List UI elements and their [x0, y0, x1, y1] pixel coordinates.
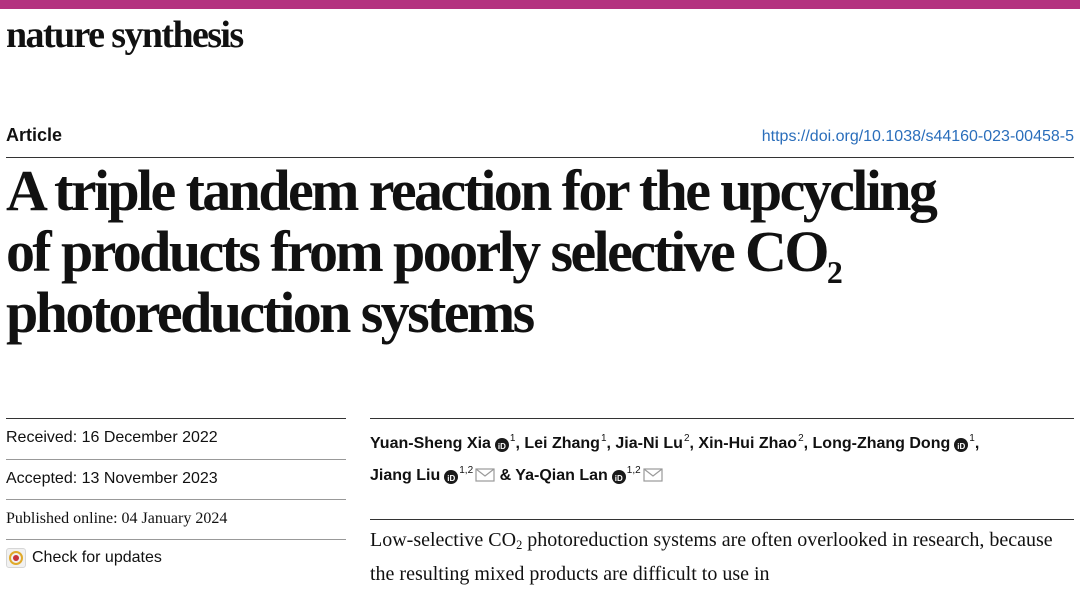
received-date: Received: 16 December 2022: [6, 429, 218, 446]
authors-top-divider: [370, 418, 1074, 419]
affiliation-mark[interactable]: 1,2: [459, 465, 474, 476]
title-line-1: A triple tandem reaction for the upcycli…: [6, 158, 938, 223]
author[interactable]: Xin-Hui Zhao2: [698, 433, 804, 452]
author-separator: ,: [689, 435, 699, 452]
orcid-mark: iD: [447, 474, 456, 483]
abstract-divider: [370, 519, 1074, 520]
mail-icon[interactable]: [643, 468, 663, 482]
date-divider: [6, 539, 346, 540]
author-name[interactable]: Yuan-Sheng Xia: [370, 435, 491, 452]
author-name[interactable]: Ya-Qian Lan: [515, 467, 608, 484]
header-divider: [6, 157, 1074, 158]
author[interactable]: Jiang Liu iD1,2: [370, 465, 495, 484]
abstract-text: Low-selective CO2 photoreduction systems…: [370, 526, 1070, 589]
accepted-date: Accepted: 13 November 2023: [6, 470, 218, 487]
check-for-updates-button[interactable]: Check for updates: [6, 548, 162, 568]
affiliation-mark[interactable]: 2: [683, 433, 690, 444]
affiliation-mark[interactable]: 1: [969, 433, 975, 444]
check-updates-label: Check for updates: [32, 549, 162, 566]
dates-top-divider: [6, 418, 346, 419]
orcid-mark: iD: [957, 442, 966, 451]
orcid-icon[interactable]: iD: [954, 438, 969, 452]
article-type-label: Article: [6, 125, 63, 145]
orcid-icon[interactable]: iD: [611, 470, 626, 484]
author-list: Yuan-Sheng Xia iD1, Lei Zhang1, Jia-Ni Lu…: [370, 425, 1070, 489]
date-divider: [6, 499, 346, 500]
abstract-subscript: 2: [516, 538, 523, 553]
article-title: A triple tandem reaction for the upcycli…: [6, 160, 1066, 343]
orcid-mark: iD: [614, 474, 623, 483]
author[interactable]: Yuan-Sheng Xia iD1: [370, 433, 516, 452]
affiliation-mark[interactable]: 1,2: [626, 465, 641, 476]
orcid-icon[interactable]: iD: [444, 470, 459, 484]
title-line-2: of products from poorly selective CO: [6, 219, 829, 284]
author-name[interactable]: Jiang Liu: [370, 467, 441, 484]
affiliation-mark[interactable]: 1: [600, 433, 607, 444]
journal-name[interactable]: nature synthesis: [6, 14, 244, 56]
author[interactable]: Long-Zhang Dong iD1: [812, 433, 975, 452]
title-line-3: photoreduction systems: [6, 280, 535, 345]
affiliation-mark[interactable]: 1: [509, 433, 516, 444]
orcid-mark: iD: [497, 442, 506, 451]
doi-link[interactable]: https://doi.org/10.1038/s44160-023-00458…: [761, 128, 1074, 145]
orcid-icon[interactable]: iD: [494, 438, 509, 452]
abstract-part-2: photoreduction systems are often overloo…: [370, 529, 1053, 586]
author-separator: ,: [803, 435, 813, 452]
abstract-part-1: Low-selective CO: [370, 529, 517, 551]
check-updates-icon: [6, 548, 26, 568]
author-separator: ,: [606, 435, 616, 452]
author[interactable]: Lei Zhang1: [524, 433, 607, 452]
author-separator: ,: [515, 435, 525, 452]
title-subscript: 2: [826, 255, 843, 291]
author[interactable]: Jia-Ni Lu2: [615, 433, 690, 452]
author-name[interactable]: Jia-Ni Lu: [615, 435, 683, 452]
author[interactable]: Ya-Qian Lan iD1,2: [515, 465, 663, 484]
mail-icon[interactable]: [475, 468, 495, 482]
affiliation-mark[interactable]: 2: [798, 433, 804, 444]
author-name[interactable]: Lei Zhang: [524, 435, 600, 452]
published-date: Published online: 04 January 2024: [6, 510, 228, 527]
author-name[interactable]: Long-Zhang Dong: [812, 435, 951, 452]
author-separator: ,: [974, 435, 980, 452]
date-divider: [6, 459, 346, 460]
brand-bar: [0, 0, 1080, 9]
author-separator: &: [495, 467, 516, 484]
author-name[interactable]: Xin-Hui Zhao: [698, 435, 798, 452]
